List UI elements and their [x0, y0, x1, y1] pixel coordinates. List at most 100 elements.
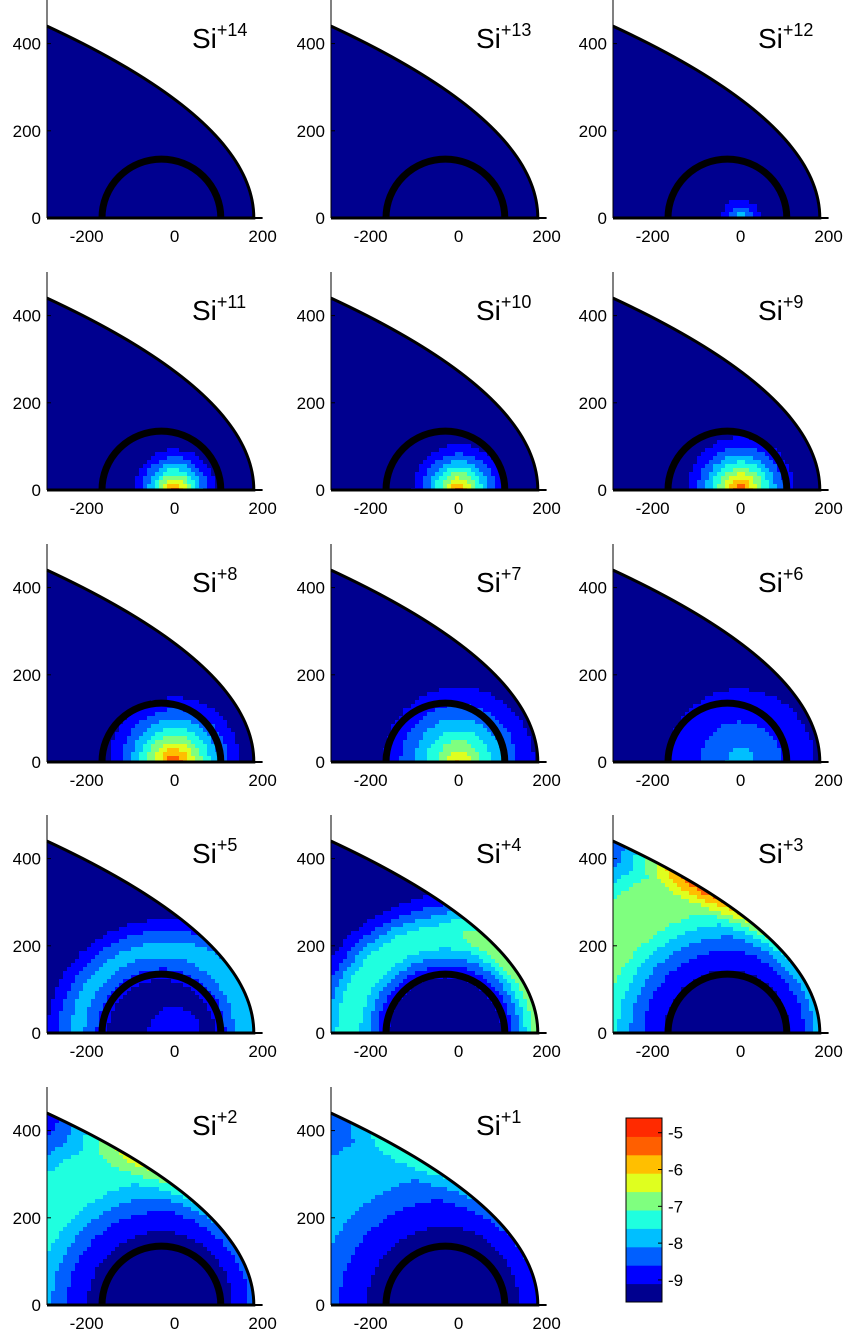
x-tick-label: 0 [454, 227, 463, 246]
x-tick-label: -200 [636, 771, 670, 790]
colorbar-level [626, 1210, 662, 1229]
colorbar-level [626, 1265, 662, 1285]
y-tick-label: 400 [13, 1122, 41, 1141]
inner-shell [98, 970, 225, 1034]
x-tick-label: -200 [636, 499, 670, 518]
y-tick-label: 200 [297, 394, 325, 413]
x-tick-label: -200 [354, 1314, 388, 1333]
y-tick-label: 200 [13, 666, 41, 685]
panel-label: Si+3 [758, 835, 803, 869]
panel-label: Si+12 [758, 20, 813, 54]
density-field [331, 28, 538, 218]
density-field [613, 843, 820, 1033]
y-tick-label: 200 [579, 666, 607, 685]
outer-boundary [46, 24, 256, 220]
x-tick-label: 200 [814, 771, 842, 790]
y-tick-label: 0 [316, 1296, 325, 1315]
x-tick-label: 0 [736, 499, 745, 518]
y-tick-label: 0 [32, 481, 41, 500]
x-tick-label: 200 [814, 227, 842, 246]
colorbar-tick-label: -8 [668, 1234, 683, 1253]
outer-boundary [330, 1111, 540, 1307]
panel-si3: 0 200 400 -200 0 200 Si+3 [579, 815, 843, 1061]
inner-shell [382, 970, 509, 1034]
y-tick-label: 400 [579, 307, 607, 326]
y-tick-label: 200 [579, 122, 607, 141]
y-tick-label: 0 [316, 753, 325, 772]
panel-si6: 0 200 400 -200 0 200 Si+6 [579, 544, 843, 790]
x-tick-label: -200 [354, 499, 388, 518]
colorbar: -5 -6 -7 -8 -9 [625, 1117, 683, 1303]
outer-boundary [46, 1111, 256, 1307]
y-tick-label: 200 [13, 122, 41, 141]
x-tick-label: 0 [736, 771, 745, 790]
density-field [331, 843, 538, 1033]
panel-label: Si+7 [476, 564, 521, 598]
y-tick-label: 400 [13, 307, 41, 326]
y-tick-label: 400 [297, 1122, 325, 1141]
x-tick-label: -200 [70, 1042, 104, 1061]
x-tick-label: 0 [170, 499, 179, 518]
x-tick-label: -200 [354, 771, 388, 790]
y-tick-label: 400 [579, 850, 607, 869]
density-field [47, 300, 254, 490]
y-tick-label: 400 [13, 35, 41, 54]
y-tick-label: 200 [579, 937, 607, 956]
x-tick-label: 200 [248, 771, 276, 790]
panel-si5: 0 200 400 -200 0 200 Si+5 [13, 815, 277, 1061]
x-tick-label: 200 [532, 771, 560, 790]
density-field [613, 572, 820, 762]
inner-shell [382, 155, 509, 219]
x-tick-label: 0 [454, 771, 463, 790]
inner-shell [382, 427, 509, 491]
outer-boundary [330, 568, 540, 764]
outer-boundary [46, 568, 256, 764]
x-tick-label: 0 [454, 499, 463, 518]
inner-shell [382, 1242, 509, 1306]
x-tick-label: -200 [354, 227, 388, 246]
x-tick-label: -200 [354, 1042, 388, 1061]
panel-label: Si+1 [476, 1107, 521, 1141]
y-tick-label: 0 [32, 1024, 41, 1043]
y-tick-label: 400 [297, 307, 325, 326]
panel-label: Si+4 [476, 835, 521, 869]
x-tick-label: 0 [170, 771, 179, 790]
x-tick-label: -200 [70, 227, 104, 246]
y-tick-label: 0 [316, 1024, 325, 1043]
y-tick-label: 200 [297, 937, 325, 956]
x-tick-label: 0 [170, 227, 179, 246]
outer-boundary [330, 296, 540, 492]
density-field [331, 572, 538, 762]
x-tick-label: 0 [736, 1042, 745, 1061]
y-tick-label: 400 [13, 579, 41, 598]
colorbar-tick-label: -7 [668, 1197, 683, 1216]
y-tick-label: 400 [579, 579, 607, 598]
density-field [331, 300, 538, 490]
x-tick-label: -200 [70, 771, 104, 790]
inner-shell [664, 699, 791, 763]
y-tick-label: 400 [297, 579, 325, 598]
panel-si9: 0 200 400 -200 0 200 Si+9 [579, 272, 843, 518]
density-field [47, 843, 254, 1033]
panel-label: Si+2 [192, 1107, 237, 1141]
x-tick-label: 200 [814, 1042, 842, 1061]
inner-shell [664, 155, 791, 219]
y-tick-label: 0 [598, 209, 607, 228]
y-tick-label: 400 [297, 850, 325, 869]
panel-si12: 0 200 400 -200 0 200 Si+12 [579, 0, 843, 246]
y-tick-label: 0 [316, 481, 325, 500]
y-tick-label: 0 [32, 753, 41, 772]
y-tick-label: 200 [579, 394, 607, 413]
x-tick-label: -200 [70, 499, 104, 518]
density-field [613, 300, 820, 490]
panel-si13: 0 200 400 -200 0 200 Si+13 [297, 0, 561, 246]
panel-label: Si+10 [476, 292, 531, 326]
outer-boundary [330, 839, 540, 1035]
x-tick-label: 0 [736, 227, 745, 246]
x-tick-label: 0 [454, 1314, 463, 1333]
panel-si4: 0 200 400 -200 0 200 Si+4 [297, 815, 561, 1061]
y-tick-label: 200 [13, 937, 41, 956]
panel-label: Si+6 [758, 564, 803, 598]
outer-boundary [612, 568, 822, 764]
